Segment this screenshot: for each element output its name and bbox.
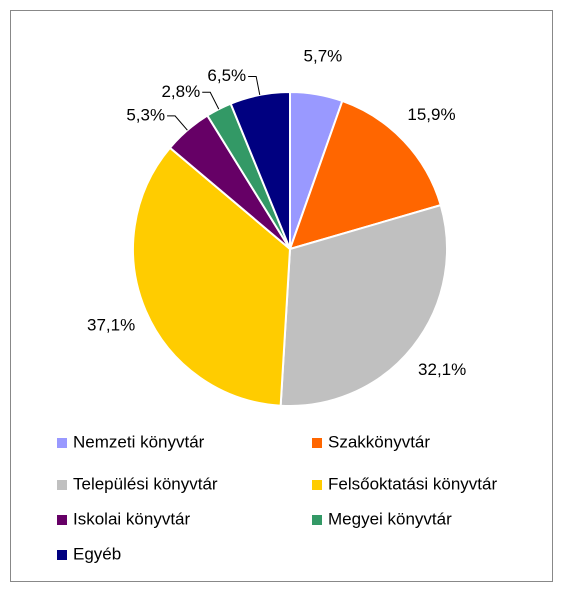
pie-slice [279, 203, 448, 407]
data-label: 2,8% [161, 82, 200, 101]
legend-swatch [312, 515, 322, 525]
leader-line [248, 75, 261, 96]
legend-label: Települési könyvtár [73, 474, 218, 493]
legend-label: Egyéb [73, 544, 121, 563]
leader-line [167, 115, 188, 131]
data-label: 15,9% [407, 105, 455, 124]
legend-swatch [312, 480, 322, 490]
legend-label: Szakkönyvtár [328, 432, 430, 451]
legend-swatch [57, 550, 67, 560]
legend-swatch [57, 515, 67, 525]
data-label: 37,1% [87, 315, 135, 334]
data-label: 5,3% [126, 105, 165, 124]
legend-label: Nemzeti könyvtár [73, 432, 205, 451]
data-label: 32,1% [418, 360, 466, 379]
legend-label: Felsőoktatási könyvtár [328, 474, 497, 493]
legend-label: Iskolai könyvtár [73, 509, 190, 528]
data-label: 6,5% [207, 66, 246, 85]
pie-slice [132, 146, 292, 407]
legend-swatch [57, 438, 67, 448]
data-label: 5,7% [304, 47, 343, 66]
legend-swatch [57, 480, 67, 490]
pie-slice [288, 99, 442, 251]
legend-label: Megyei könyvtár [328, 509, 452, 528]
legend-swatch [312, 438, 322, 448]
leader-line [202, 91, 220, 110]
